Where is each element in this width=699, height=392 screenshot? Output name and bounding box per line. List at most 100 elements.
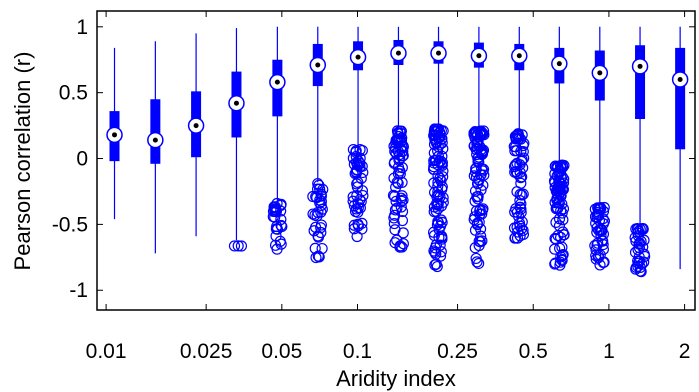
outlier-point xyxy=(509,159,522,171)
outlier-point xyxy=(348,200,361,212)
outlier-point xyxy=(352,218,364,230)
box-iqr xyxy=(150,99,161,164)
outlier-point xyxy=(436,230,448,242)
outlier-point xyxy=(396,162,408,174)
outlier-point xyxy=(270,223,282,235)
outlier-point xyxy=(555,251,567,263)
box-group xyxy=(427,26,449,273)
outlier-point xyxy=(473,156,485,168)
outlier-point xyxy=(315,206,327,218)
axes: 0.01 0.025 0.05 0.1 0.25 0.5 1 2 1 0.5 0 -0.5 -1 xyxy=(52,11,695,363)
outlier-point xyxy=(468,129,480,141)
median-dot xyxy=(677,76,683,82)
outlier-point xyxy=(356,217,368,229)
outlier-point xyxy=(590,244,602,256)
outlier-point xyxy=(515,177,527,189)
outlier-point xyxy=(511,167,523,180)
outlier-point xyxy=(389,204,402,216)
outlier-point xyxy=(276,220,288,233)
outlier-point xyxy=(387,189,400,201)
x-tick-label: 0.1 xyxy=(343,340,372,363)
outlier-point xyxy=(552,229,564,242)
outlier-point xyxy=(315,195,327,208)
outlier-point xyxy=(396,176,408,189)
outlier-point xyxy=(435,158,448,170)
outlier-point xyxy=(317,183,329,196)
outlier-point xyxy=(431,191,443,203)
y-tick-label: 0 xyxy=(76,148,88,171)
outlier-point xyxy=(594,201,607,214)
box-group xyxy=(387,26,409,253)
box-group xyxy=(267,26,288,255)
outlier-point xyxy=(517,145,529,158)
outlier-point xyxy=(311,210,323,222)
outlier-point xyxy=(589,203,601,215)
y-axis-label: Pearson correlation (r) xyxy=(10,52,35,271)
outlier-point xyxy=(389,224,401,236)
outlier-point xyxy=(637,241,649,253)
outlier-point xyxy=(472,190,484,202)
outlier-point xyxy=(388,212,400,224)
y-tick-label: 1 xyxy=(76,16,88,39)
outlier-point xyxy=(315,226,327,239)
outlier-point xyxy=(476,127,488,140)
box-group xyxy=(548,26,570,271)
outlier-point xyxy=(389,190,401,202)
outlier-point xyxy=(431,260,443,273)
outlier-point xyxy=(434,239,446,251)
box-group xyxy=(589,26,611,271)
outlier-point xyxy=(434,126,446,138)
y-tick-label: -1 xyxy=(69,279,88,302)
median-dot xyxy=(112,132,118,138)
outlier-point xyxy=(470,163,482,175)
outlier-point xyxy=(388,217,400,230)
outlier-point xyxy=(590,217,602,229)
outlier-point xyxy=(392,161,405,173)
outlier-point xyxy=(556,183,568,196)
outlier-point xyxy=(397,145,409,158)
outlier-point xyxy=(632,255,644,267)
median-dot xyxy=(193,123,199,129)
outlier-point xyxy=(554,242,566,254)
outlier-point xyxy=(435,246,447,258)
outlier-point xyxy=(470,252,482,265)
outlier-point xyxy=(309,242,321,255)
outlier-point xyxy=(555,231,567,243)
outlier-point xyxy=(397,149,409,162)
x-tick-label: 0.025 xyxy=(180,340,233,363)
box-iqr xyxy=(635,45,646,120)
outlier-point xyxy=(315,219,327,231)
outlier-point xyxy=(436,133,448,145)
outlier-point xyxy=(634,237,646,249)
median-dot xyxy=(395,50,401,56)
median-dot xyxy=(637,63,643,69)
outlier-point xyxy=(508,222,521,234)
outlier-point xyxy=(469,242,481,254)
outlier-point xyxy=(469,185,482,197)
x-tick-label: 0.05 xyxy=(261,340,302,363)
x-tick-label: 0.5 xyxy=(519,340,548,363)
outlier-point xyxy=(390,195,402,207)
outlier-point xyxy=(391,202,403,214)
outlier-point xyxy=(597,218,609,230)
median-dot xyxy=(476,53,482,59)
box-group xyxy=(671,26,689,270)
outlier-point xyxy=(635,235,647,247)
outlier-point xyxy=(396,241,408,253)
outlier-point xyxy=(474,223,487,235)
outlier-point xyxy=(235,240,248,252)
outlier-point xyxy=(394,240,406,252)
outlier-point xyxy=(638,248,650,260)
outlier-point xyxy=(468,170,480,182)
outlier-point xyxy=(433,224,445,236)
outlier-point xyxy=(475,125,487,137)
outlier-point xyxy=(316,242,328,255)
outlier-point xyxy=(350,146,362,158)
outlier-point xyxy=(475,184,487,196)
outlier-point xyxy=(553,213,566,225)
outlier-point xyxy=(516,189,528,201)
median-dot xyxy=(355,54,361,60)
outlier-point xyxy=(310,251,322,264)
outlier-point xyxy=(428,138,441,150)
